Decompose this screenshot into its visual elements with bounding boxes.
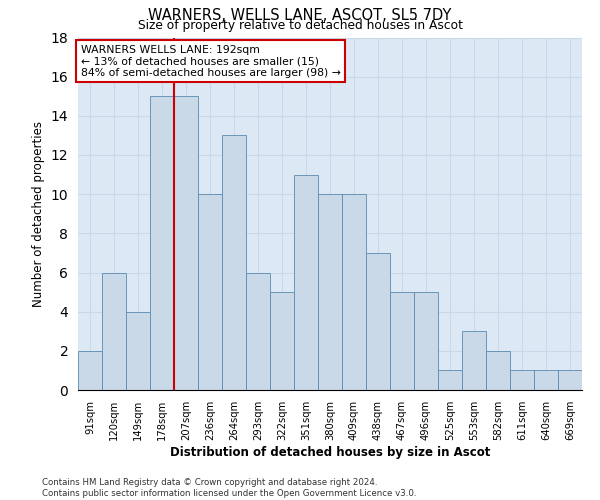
Bar (511, 370, 533, 390)
Bar (271, 292, 293, 390)
Bar (103, 272, 125, 390)
Bar (367, 253, 389, 390)
Bar (487, 351, 509, 390)
Bar (295, 174, 317, 390)
Bar (319, 194, 341, 390)
Text: WARNERS, WELLS LANE, ASCOT, SL5 7DY: WARNERS, WELLS LANE, ASCOT, SL5 7DY (148, 8, 452, 22)
Bar (559, 370, 581, 390)
Bar (247, 272, 269, 390)
Y-axis label: Number of detached properties: Number of detached properties (32, 120, 45, 306)
Bar (535, 370, 557, 390)
Bar (199, 194, 221, 390)
Text: Contains HM Land Registry data © Crown copyright and database right 2024.
Contai: Contains HM Land Registry data © Crown c… (42, 478, 416, 498)
Bar (151, 96, 173, 390)
Bar (463, 331, 485, 390)
Bar (343, 194, 365, 390)
Bar (439, 370, 461, 390)
Bar (223, 136, 245, 390)
Text: Size of property relative to detached houses in Ascot: Size of property relative to detached ho… (137, 19, 463, 32)
Text: WARNERS WELLS LANE: 192sqm
← 13% of detached houses are smaller (15)
84% of semi: WARNERS WELLS LANE: 192sqm ← 13% of deta… (80, 44, 340, 78)
Bar (79, 351, 101, 390)
X-axis label: Distribution of detached houses by size in Ascot: Distribution of detached houses by size … (170, 446, 490, 458)
Bar (175, 96, 197, 390)
Bar (391, 292, 413, 390)
Bar (127, 312, 149, 390)
Bar (415, 292, 437, 390)
